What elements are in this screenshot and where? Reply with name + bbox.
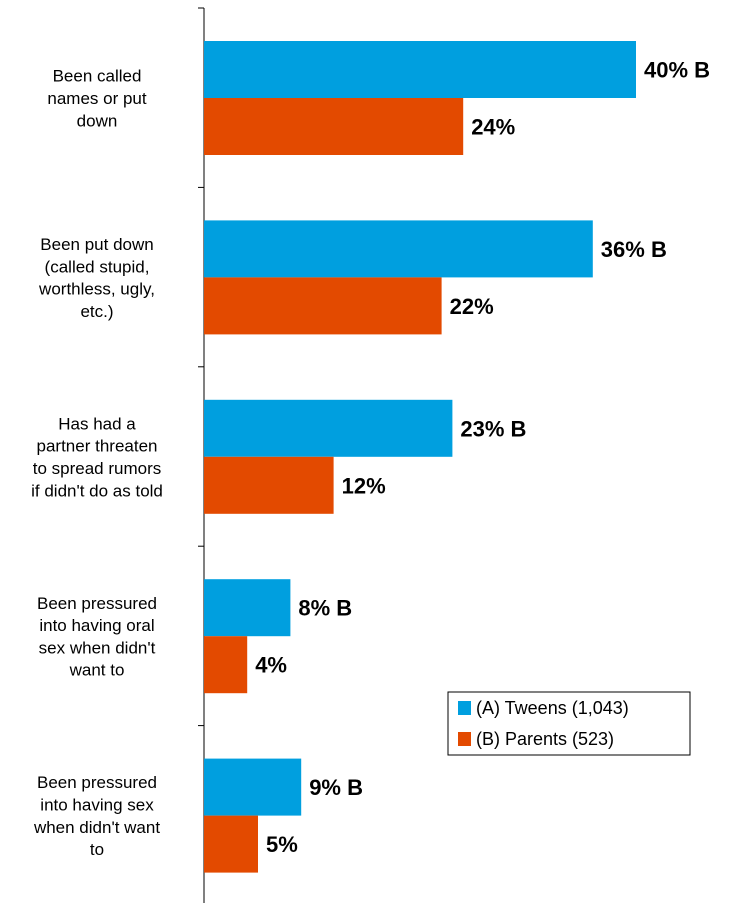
data-label: 12% [342,473,386,498]
data-label: 40% B [644,58,710,83]
data-label: 8% B [298,596,352,621]
bar-parents [204,98,463,155]
category-label: Has had a partner threaten to spread rumor… [31,414,163,500]
bar-parents [204,277,442,334]
data-label: 22% [450,294,494,319]
bar-parents [204,636,247,693]
data-label: 24% [471,115,515,140]
data-label: 9% B [309,775,363,800]
bar-tweens [204,579,290,636]
legend-label-parents: (B) Parents (523) [476,729,614,749]
bar-tweens [204,41,636,98]
bar-tweens [204,220,593,277]
legend: (A) Tweens (1,043) (B) Parents (523) [448,692,690,755]
data-label: 4% [255,653,287,678]
data-label: 5% [266,832,298,857]
bar-tweens [204,759,301,816]
chart-axis [198,8,204,903]
category-label: Been put down (called stupid, worthless, u… [38,235,155,321]
bar-parents [204,816,258,873]
bar-tweens [204,400,452,457]
category-label: Been pressured into having sex when didn't… [33,773,160,859]
data-label: 36% B [601,237,667,262]
legend-swatch-parents [458,732,471,746]
category-label: Been pressured into having oral sex when d… [37,594,157,680]
data-label: 23% B [460,416,526,441]
legend-label-tweens: (A) Tweens (1,043) [476,698,629,718]
legend-swatch-tweens [458,701,471,715]
category-label: Been called names or put down [47,67,146,131]
bar-parents [204,457,334,514]
